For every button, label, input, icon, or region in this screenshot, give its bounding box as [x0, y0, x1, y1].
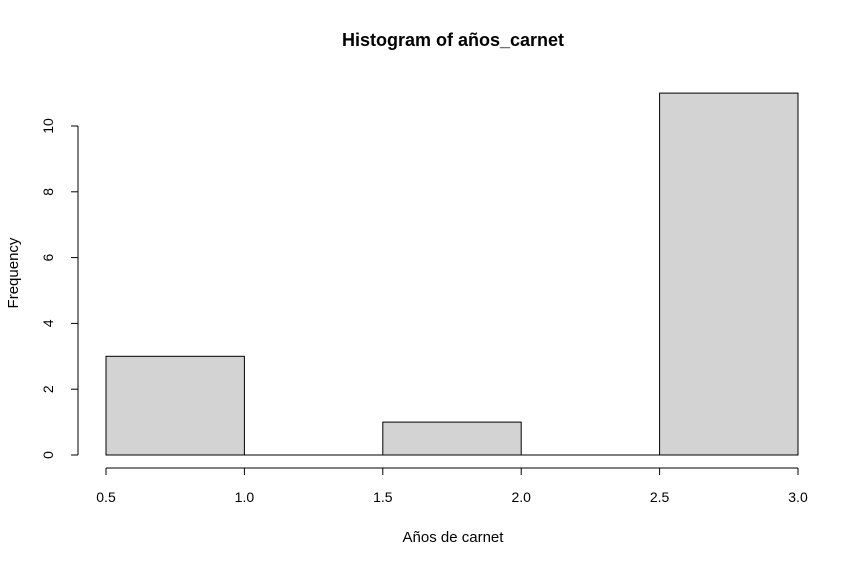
- y-tick-label-0: 0: [40, 451, 56, 459]
- x-axis: 0.5 1.0 1.5 2.0 2.5 3.0: [96, 467, 808, 505]
- y-tick-label-1: 2: [40, 385, 56, 393]
- y-tick-label-3: 6: [40, 253, 56, 261]
- x-tick-label-4: 2.5: [650, 489, 670, 505]
- y-axis-label: Frequency: [5, 237, 22, 308]
- y-tick-label-5: 10: [40, 118, 56, 134]
- x-axis-label: Años de carnet: [403, 529, 505, 546]
- x-tick-label-1: 1.0: [235, 489, 255, 505]
- bars-group: [105, 92, 799, 456]
- histogram-bar-0: [105, 355, 245, 456]
- y-tick-label-2: 4: [40, 319, 56, 327]
- histogram-bar-4: [659, 92, 799, 456]
- y-axis: 0 2 4 6 8 10: [40, 118, 79, 459]
- histogram-bar-2: [382, 421, 522, 456]
- x-tick-label-2: 1.5: [373, 489, 393, 505]
- y-tick-label-4: 8: [40, 188, 56, 196]
- chart-title: Histogram of años_carnet: [342, 30, 564, 50]
- x-tick-label-3: 2.0: [511, 489, 531, 505]
- x-tick-label-0: 0.5: [96, 489, 116, 505]
- x-tick-label-5: 3.0: [788, 489, 808, 505]
